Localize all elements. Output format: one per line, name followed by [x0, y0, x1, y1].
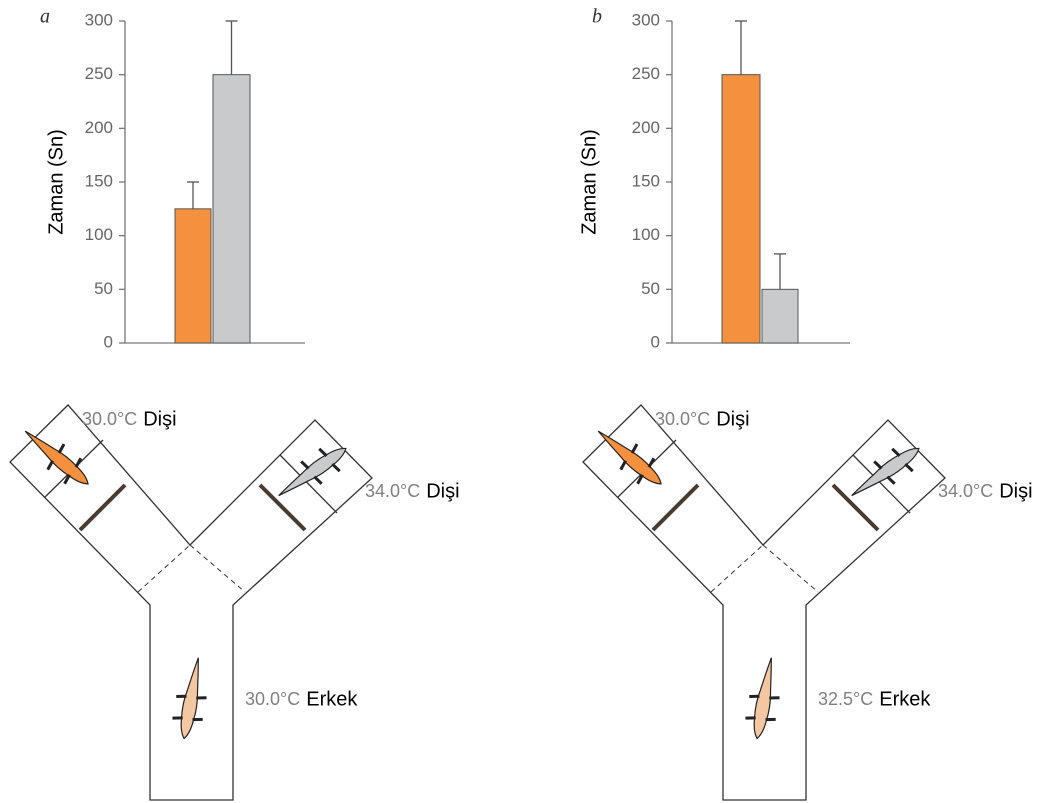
sex-label: Dişi [143, 408, 176, 430]
y-tick-label: 300 [632, 10, 660, 29]
lizard-leg [765, 717, 776, 722]
lizard-leg [57, 443, 66, 454]
lizard-body [278, 447, 347, 497]
sex-label: Erkek [879, 688, 931, 710]
lizard [278, 447, 347, 497]
lizard-leg [192, 717, 203, 722]
y-maze: 30.0°C Dişi 34.0°C Dişi 30.0°C Erkek [9, 404, 460, 801]
lizard-leg [886, 475, 896, 485]
temperature-label: 34.0°C [938, 481, 993, 501]
y-tick-label: 300 [85, 10, 113, 29]
sex-label: Dişi [716, 408, 749, 430]
lizard [597, 430, 662, 485]
lizard-leg [904, 462, 914, 473]
lizard-leg [891, 447, 901, 457]
dashed-line [137, 544, 191, 593]
temperature-label: 32.5°C [818, 689, 873, 709]
lizard-leg [769, 696, 780, 700]
lizard-leg [46, 459, 54, 471]
y-tick-label: 0 [104, 332, 113, 351]
lizard-leg [313, 475, 323, 485]
lizard-leg [172, 716, 183, 720]
y-tick-label: 50 [641, 279, 660, 298]
dashed-line [189, 544, 246, 593]
sex-label: Dişi [999, 480, 1032, 502]
maze-divider [831, 483, 880, 532]
lizard-leg [745, 716, 756, 720]
lizard-leg [619, 459, 627, 471]
bar [721, 74, 761, 344]
lizard-leg [636, 474, 644, 485]
sex-label: Erkek [306, 688, 358, 710]
temperature-label: 30.0°C [82, 409, 137, 429]
lizard-leg [63, 474, 71, 485]
lizard-leg [318, 447, 328, 457]
temperature-label: 30.0°C [245, 689, 300, 709]
maze-divider [258, 483, 307, 532]
y-tick-label: 200 [85, 118, 113, 137]
lizard-leg [630, 443, 639, 454]
y-tick-label: 100 [85, 225, 113, 244]
lizard-leg [331, 462, 341, 473]
lizard [851, 447, 920, 497]
maze-divider [78, 483, 127, 532]
y-tick-label: 0 [651, 332, 660, 351]
lizard-leg [74, 457, 83, 468]
panel-label: a [40, 6, 50, 28]
y-tick-label: 50 [94, 279, 113, 298]
y-tick-label: 150 [632, 171, 660, 190]
y-tick-label: 250 [632, 64, 660, 83]
y-tick-label: 200 [632, 118, 660, 137]
maze-wall [279, 454, 338, 514]
y-tick-label: 250 [85, 64, 113, 83]
lizard-leg [873, 460, 883, 470]
lizard [172, 657, 207, 740]
bar [761, 288, 799, 344]
y-tick-label: 150 [85, 171, 113, 190]
y-axis-label: Zaman (Sn) [578, 129, 600, 235]
y-maze: 30.0°C Dişi 34.0°C Dişi 32.5°C Erkek [582, 404, 1033, 801]
lizard-leg [176, 694, 187, 698]
bar [212, 74, 251, 344]
lizard-body [851, 447, 920, 497]
lizard-body [597, 430, 662, 485]
lizard [745, 657, 780, 740]
y-axis-label: Zaman (Sn) [45, 129, 67, 235]
lizard-body [24, 430, 89, 485]
dashed-line [710, 544, 764, 593]
y-tick-label: 100 [632, 225, 660, 244]
sex-label: Dişi [426, 480, 459, 502]
temperature-label: 34.0°C [365, 481, 420, 501]
maze-divider [651, 483, 700, 532]
temperature-label: 30.0°C [655, 409, 710, 429]
lizard-leg [749, 694, 760, 698]
bar [174, 208, 212, 344]
panel-label: b [592, 6, 602, 28]
lizard-leg [647, 457, 656, 468]
lizard-leg [196, 696, 207, 700]
lizard-leg [300, 460, 310, 470]
dashed-line [762, 544, 819, 593]
maze-wall [852, 454, 911, 514]
lizard [24, 430, 89, 485]
